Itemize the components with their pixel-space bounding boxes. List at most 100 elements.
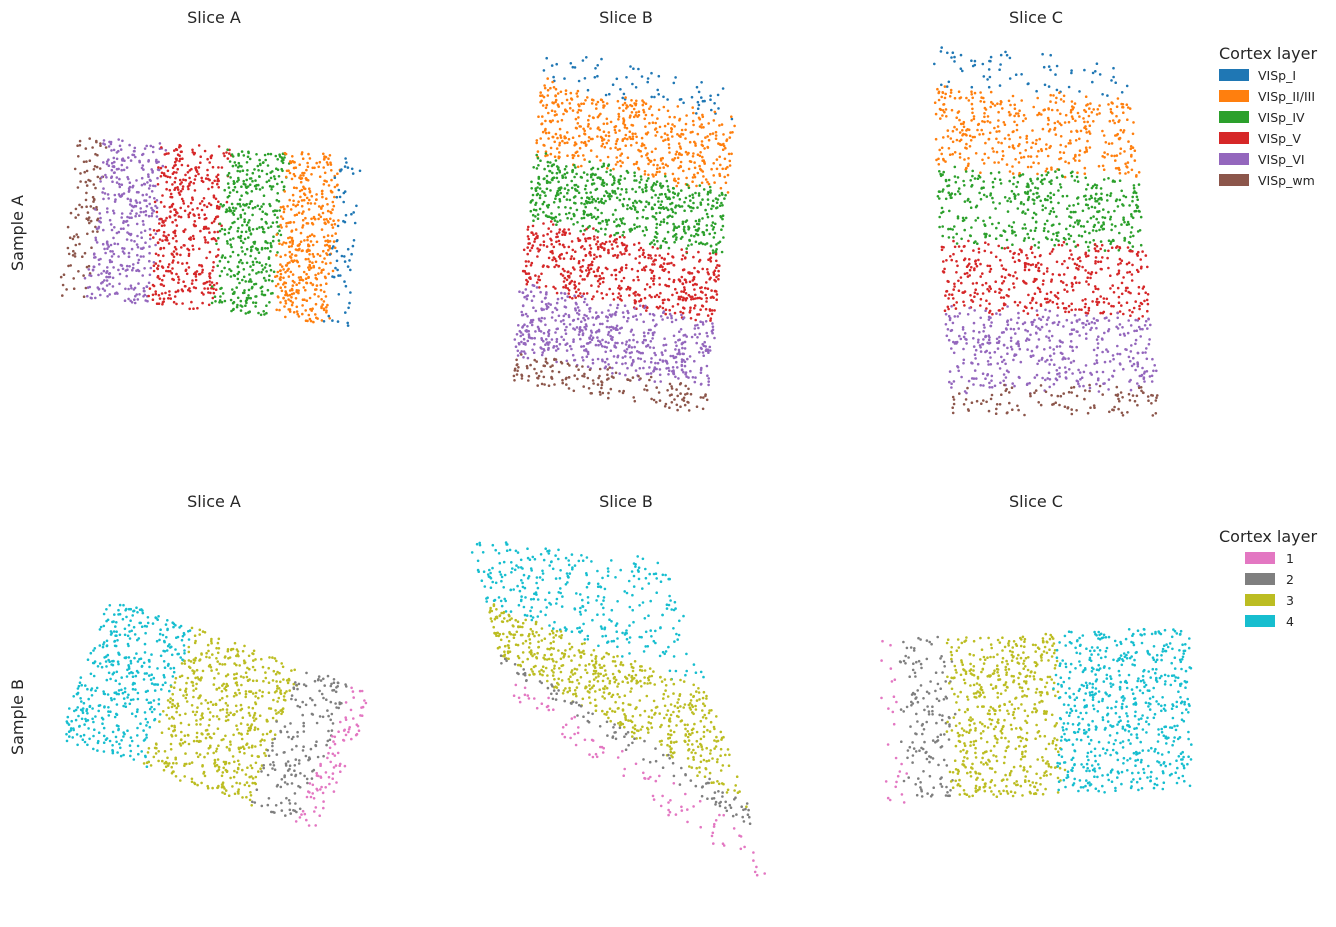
scatter-point: [691, 106, 694, 109]
scatter-point: [317, 205, 321, 208]
series-visp-wm: [512, 353, 709, 412]
scatter-point: [681, 268, 685, 272]
scatter-point: [168, 215, 172, 218]
scatter-point: [1130, 155, 1133, 158]
scatter-point: [269, 268, 273, 272]
scatter-point: [652, 277, 656, 280]
scatter-point: [596, 74, 599, 78]
scatter-point: [162, 221, 165, 224]
scatter-point: [576, 221, 579, 224]
scatter-point: [210, 285, 214, 288]
scatter-point: [564, 136, 567, 140]
scatter-point: [1096, 108, 1100, 111]
scatter-point: [554, 87, 558, 91]
scatter-point: [623, 137, 627, 140]
scatter-point: [1128, 107, 1132, 110]
scatter-point: [723, 197, 726, 200]
scatter-point: [297, 289, 300, 292]
scatter-point: [683, 347, 687, 350]
scatter-point: [258, 226, 261, 229]
scatter-point: [585, 324, 588, 328]
scatter-point: [120, 183, 124, 186]
scatter-point: [300, 204, 304, 208]
scatter-point: [197, 213, 201, 216]
scatter-point: [232, 300, 236, 304]
scatter-point: [83, 170, 86, 174]
scatter-point: [95, 241, 99, 244]
scatter-point: [658, 211, 662, 214]
scatter-point: [1084, 95, 1088, 98]
scatter-point: [325, 161, 329, 164]
scatter-point: [117, 193, 121, 196]
scatter-point: [607, 134, 611, 138]
scatter-point: [546, 77, 549, 80]
scatter-point: [668, 115, 671, 119]
scatter-point: [600, 311, 604, 314]
scatter-point: [976, 123, 980, 126]
scatter-point: [566, 154, 569, 157]
scatter-point: [715, 243, 718, 246]
scatter-point: [579, 328, 582, 332]
scatter-point: [1046, 116, 1050, 120]
scatter-point: [520, 353, 523, 356]
scatter-point: [575, 326, 579, 329]
scatter-point: [1067, 233, 1070, 236]
scatter-point: [621, 103, 625, 107]
scatter-point: [335, 184, 339, 187]
scatter-point: [1025, 141, 1029, 144]
scatter-point: [724, 193, 727, 197]
scatter-point: [516, 349, 520, 353]
scatter-point: [230, 245, 233, 249]
scatter-point: [658, 193, 662, 196]
scatter-point: [119, 195, 122, 198]
scatter-point: [997, 141, 1000, 144]
scatter-point: [126, 197, 130, 201]
row-label-sample-a: Sample A: [8, 195, 27, 271]
scatter-point: [719, 143, 722, 147]
scatter-point: [637, 248, 641, 252]
scatter-point: [1008, 56, 1012, 60]
scatter-point: [566, 287, 570, 290]
scatter-point: [563, 305, 567, 309]
scatter-point: [695, 184, 698, 188]
scatter-point: [699, 371, 703, 375]
scatter-point: [662, 262, 666, 265]
scatter-point: [619, 164, 623, 168]
scatter-point: [573, 280, 576, 284]
scatter-point: [166, 175, 169, 179]
scatter-point: [1002, 121, 1006, 124]
scatter-point: [141, 164, 145, 167]
scatter-point: [131, 185, 134, 189]
scatter-point: [307, 257, 310, 261]
scatter-point: [635, 179, 638, 182]
scatter-point: [1035, 155, 1039, 158]
scatter-point: [142, 182, 146, 186]
scatter-point: [129, 212, 132, 215]
scatter-point: [708, 308, 712, 311]
scatter-point: [262, 276, 266, 280]
scatter-point: [986, 120, 989, 123]
scatter-point: [335, 249, 339, 253]
scatter-point: [265, 172, 269, 176]
scatter-point: [544, 343, 547, 347]
scatter-point: [290, 296, 293, 299]
scatter-point: [702, 188, 706, 191]
scatter-point: [303, 187, 307, 191]
scatter-point: [174, 248, 178, 251]
scatter-point: [554, 319, 557, 322]
scatter-point: [1025, 134, 1029, 138]
scatter-point: [265, 311, 268, 315]
scatter-point: [572, 340, 575, 344]
scatter-point: [1078, 159, 1081, 162]
scatter-point: [344, 157, 347, 160]
scatter-point: [148, 227, 152, 231]
scatter-point: [129, 199, 132, 203]
scatter-point: [350, 212, 353, 216]
scatter-point: [697, 250, 700, 254]
scatter-point: [208, 161, 211, 164]
scatter-point: [560, 335, 563, 339]
scatter-point: [655, 236, 658, 239]
scatter-point: [709, 98, 712, 101]
scatter-point: [614, 125, 618, 128]
scatter-point: [305, 272, 308, 276]
